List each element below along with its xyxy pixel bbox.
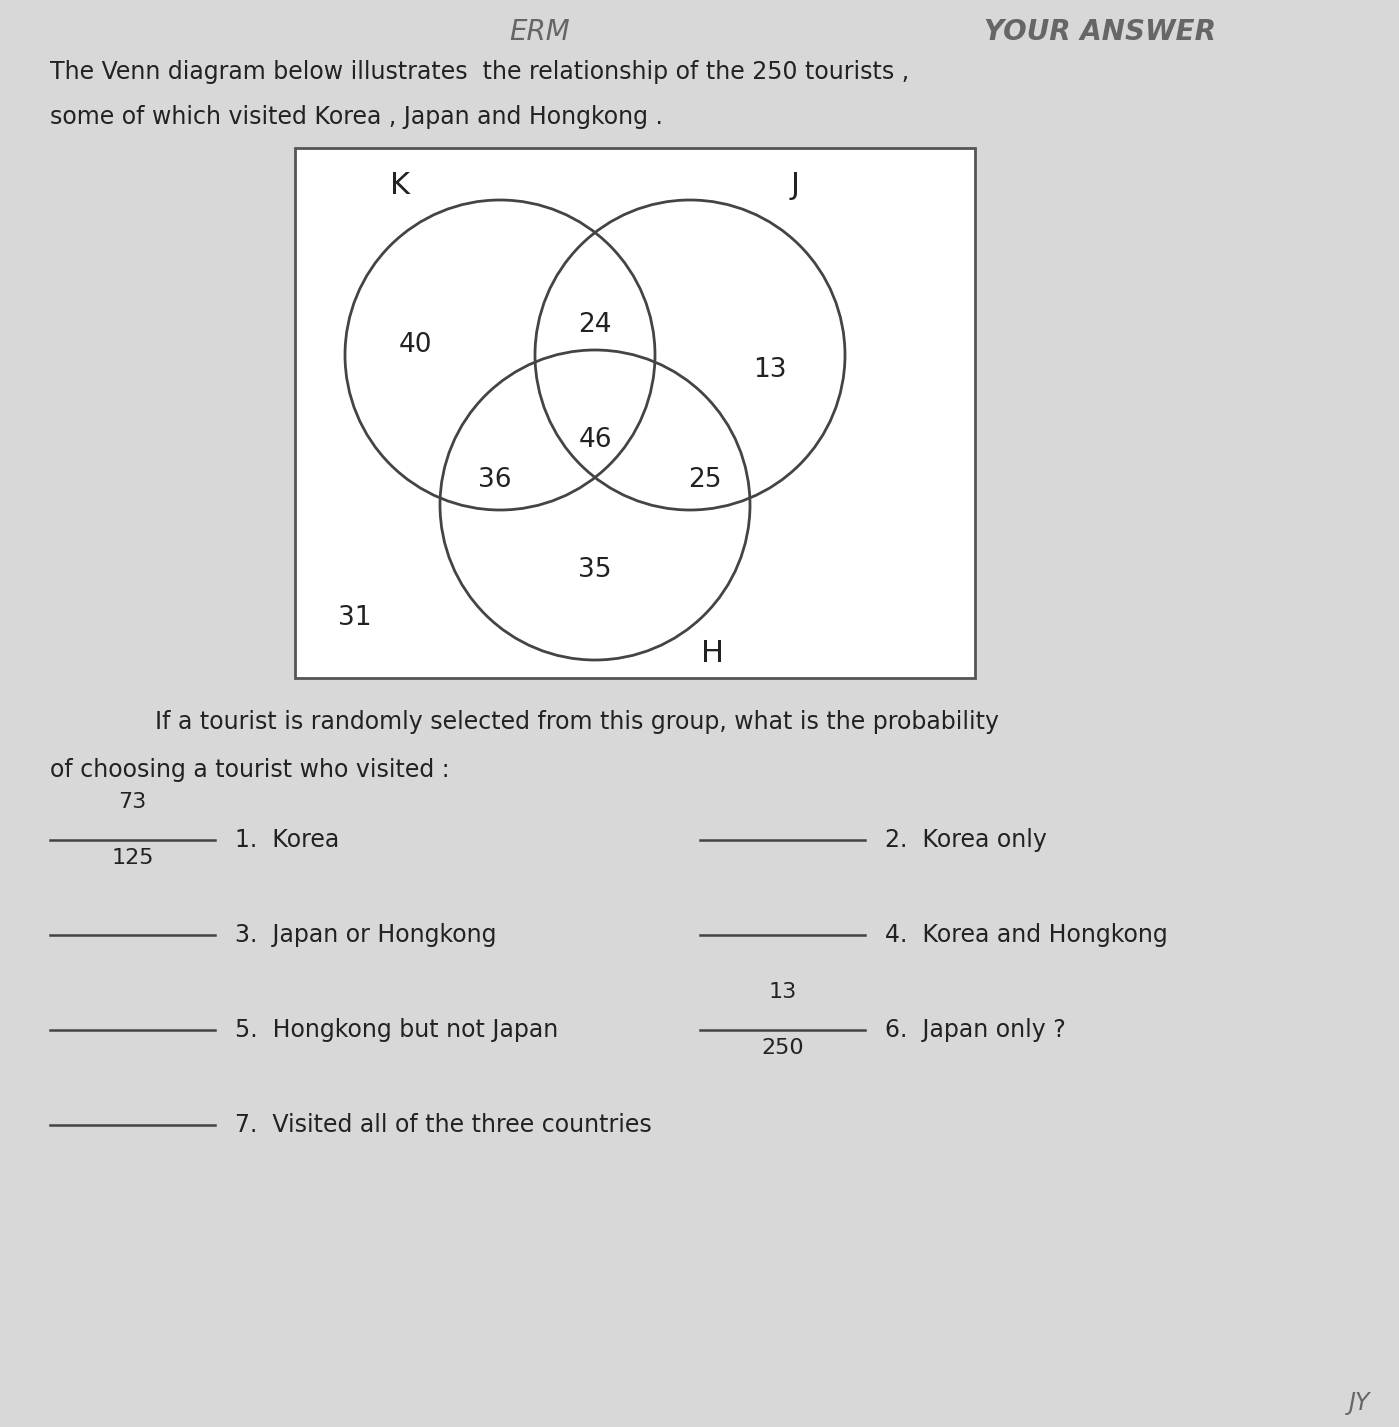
- Text: 4.  Korea and Hongkong: 4. Korea and Hongkong: [886, 923, 1168, 948]
- Text: JY: JY: [1349, 1391, 1370, 1416]
- Text: The Venn diagram below illustrates  the relationship of the 250 tourists ,: The Venn diagram below illustrates the r…: [50, 60, 909, 84]
- Text: 31: 31: [339, 605, 372, 631]
- Text: 24: 24: [578, 313, 611, 338]
- Text: ERM: ERM: [509, 19, 571, 46]
- Text: 3.  Japan or Hongkong: 3. Japan or Hongkong: [235, 923, 497, 948]
- Text: 250: 250: [761, 1037, 804, 1057]
- Text: some of which visited Korea , Japan and Hongkong .: some of which visited Korea , Japan and …: [50, 106, 663, 128]
- Text: 13: 13: [768, 982, 796, 1002]
- Text: 73: 73: [119, 792, 147, 812]
- Text: of choosing a tourist who visited :: of choosing a tourist who visited :: [50, 758, 449, 782]
- Text: 6.  Japan only ?: 6. Japan only ?: [886, 1017, 1066, 1042]
- Text: 2.  Korea only: 2. Korea only: [886, 828, 1046, 852]
- Text: If a tourist is randomly selected from this group, what is the probability: If a tourist is randomly selected from t…: [155, 711, 999, 733]
- Text: J: J: [790, 170, 799, 200]
- Text: YOUR ANSWER: YOUR ANSWER: [983, 19, 1216, 46]
- Text: 5.  Hongkong but not Japan: 5. Hongkong but not Japan: [235, 1017, 558, 1042]
- Text: 40: 40: [399, 332, 432, 358]
- FancyBboxPatch shape: [295, 148, 975, 678]
- Text: 25: 25: [688, 467, 722, 492]
- Text: 1.  Korea: 1. Korea: [235, 828, 339, 852]
- Text: 36: 36: [478, 467, 512, 492]
- Text: 7.  Visited all of the three countries: 7. Visited all of the three countries: [235, 1113, 652, 1137]
- Text: 46: 46: [578, 427, 611, 452]
- Text: 125: 125: [112, 848, 154, 868]
- Text: 35: 35: [578, 557, 611, 584]
- Text: H: H: [701, 638, 725, 668]
- Text: 13: 13: [753, 357, 786, 382]
- Text: K: K: [390, 170, 410, 200]
